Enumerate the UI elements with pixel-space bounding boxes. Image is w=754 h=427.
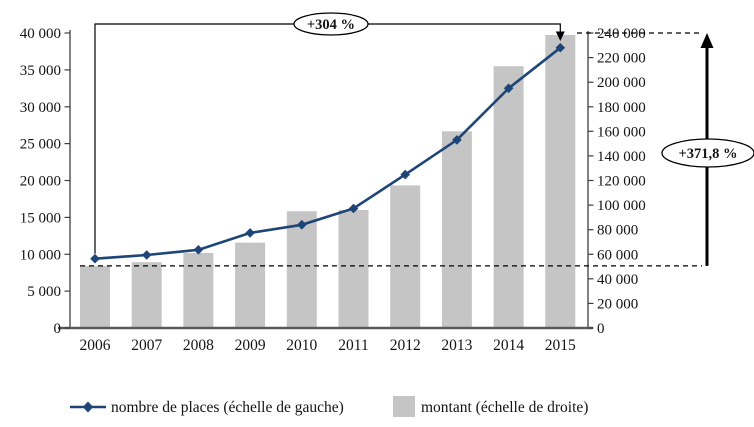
bar-2010 (286, 211, 317, 328)
data-point-2006 (90, 253, 100, 264)
left-axis-tick-label: 5 000 (27, 284, 61, 300)
x-axis-label-2012: 2012 (390, 337, 421, 354)
right-axis-tick-label: 140 000 (597, 149, 646, 165)
x-axis-label-2006: 2006 (80, 337, 111, 354)
line-growth-ellipse (293, 12, 369, 36)
right-axis-tick-label: 40 000 (597, 272, 638, 288)
x-axis-label-2014: 2014 (493, 337, 524, 354)
line-growth-bracket (94, 23, 561, 254)
x-axis-label-2013: 2013 (441, 337, 472, 354)
x-axis-label-2011: 2011 (338, 337, 368, 354)
legend-square-icon (393, 396, 415, 417)
bar-2009 (235, 242, 266, 328)
right-axis-tick-label: 180 000 (597, 100, 646, 116)
bar-growth-label: +371,8 % (678, 146, 737, 162)
right-axis-tick-label: 120 000 (597, 174, 646, 190)
data-point-2011 (348, 203, 359, 214)
right-axis-tick-label: 20 000 (597, 296, 638, 312)
right-axis-tick-label: 80 000 (597, 223, 638, 239)
data-point-2009 (245, 228, 255, 238)
data-point-2010 (297, 219, 307, 230)
x-axis-label-2010: 2010 (286, 337, 317, 354)
x-axis-label-2015: 2015 (545, 337, 576, 354)
left-axis-tick-label: 20 000 (20, 174, 61, 190)
axes: 40 000 35 000 30 000 25 000 20 000 15 000 10 0… (20, 26, 646, 354)
right-axis-tick-label: 240 000 (597, 26, 646, 42)
right-axis-tick-label: 0 (597, 321, 605, 337)
right-axis-tick-label: 200 000 (597, 75, 646, 91)
bar-growth-arrowhead-up-icon (700, 33, 714, 48)
right-axis-tick-label: 160 000 (597, 124, 646, 140)
bar-2015 (545, 35, 576, 328)
line-growth-label: +304 % (307, 17, 355, 33)
legend-diamond-icon (82, 401, 94, 413)
right-axis-tick-label: 100 000 (597, 198, 646, 214)
x-axis-label-2009: 2009 (235, 337, 266, 354)
right-axis-tick-label: 220 000 (597, 51, 646, 67)
bracket-arrowhead-down-icon (555, 31, 565, 41)
bar-2013 (441, 131, 472, 328)
bar-2008 (183, 253, 214, 328)
bar-series-montant (80, 35, 576, 328)
bar-growth-ellipse (661, 138, 754, 168)
left-axis-tick-label: 0 (54, 321, 62, 337)
right-axis-tick-label: 60 000 (597, 247, 638, 263)
legend-label-places: nombre de places (échelle de gauche) (111, 399, 344, 416)
left-axis-tick-label: 25 000 (20, 137, 61, 153)
data-point-2015 (555, 43, 566, 53)
bar-2012 (390, 185, 421, 328)
data-point-2014 (503, 83, 514, 94)
bar-2014 (493, 66, 524, 328)
legend-label-montant: montant (échelle de droite) (421, 399, 588, 416)
left-axis-tick-label: 40 000 (20, 26, 61, 42)
annotation-callouts: +304 % +371,8 % (293, 12, 754, 168)
line-series-places (90, 43, 566, 264)
left-axis-tick-label: 15 000 (20, 210, 61, 226)
left-axis-tick-label: 30 000 (20, 100, 61, 116)
bar-2006 (80, 265, 110, 328)
legend: nombre de places (échelle de gauche) mon… (70, 396, 588, 417)
data-point-2012 (400, 169, 410, 180)
x-axis-label-2008: 2008 (183, 337, 214, 354)
data-point-2008 (193, 245, 204, 255)
reference-dashed-lines (80, 32, 702, 267)
left-axis-tick-label: 10 000 (20, 247, 61, 263)
left-axis-tick-label: 35 000 (20, 63, 61, 79)
bar-2011 (338, 210, 369, 328)
x-axis-label-2007: 2007 (131, 337, 162, 354)
data-point-2007 (141, 250, 152, 260)
bar-2007 (131, 262, 162, 328)
data-point-2013 (452, 135, 462, 145)
places-line (94, 46, 562, 260)
